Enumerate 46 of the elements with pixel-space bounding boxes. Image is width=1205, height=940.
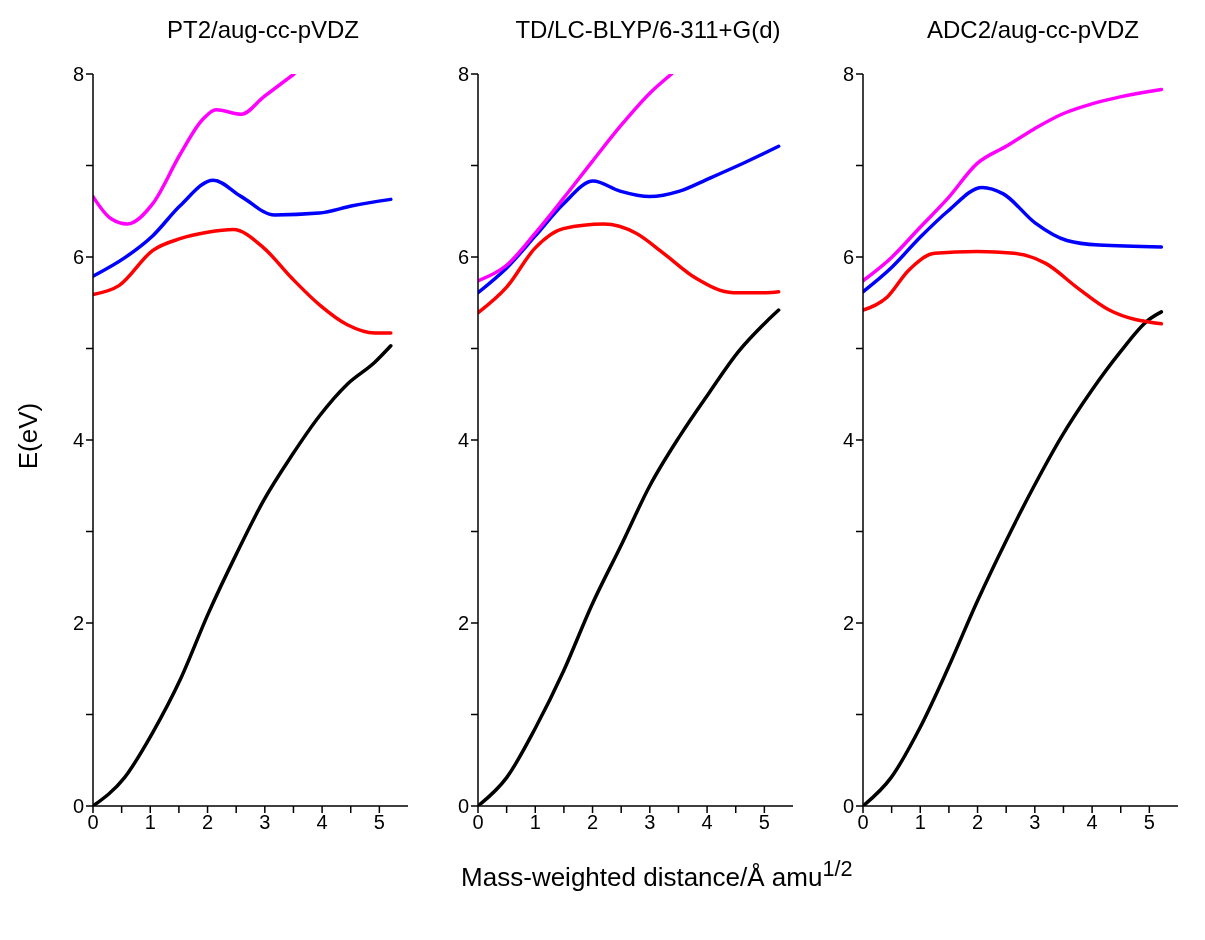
x-tick-label: 1	[914, 811, 926, 834]
line-series	[863, 249, 1164, 326]
x-tick-label: 5	[758, 811, 770, 834]
x-tick-label: 5	[1143, 811, 1155, 834]
line-series	[863, 87, 1164, 283]
x-tick-label: 3	[644, 811, 656, 834]
line-series	[93, 74, 296, 226]
y-tick-label: 2	[457, 612, 469, 635]
y-tick-label: 6	[457, 246, 469, 269]
x-tick-label: 4	[1086, 811, 1098, 834]
chart-title: PT2/aug-cc-pVDZ	[165, 16, 361, 45]
x-tick-label: 3	[259, 811, 271, 834]
line-series	[93, 227, 393, 335]
x-tick-label: 4	[316, 811, 328, 834]
x-tick-label: 2	[201, 811, 214, 834]
y-tick-label: 0	[457, 795, 469, 818]
y-tick-label: 2	[72, 612, 84, 635]
x-tick-label: 0	[857, 811, 869, 834]
line-series	[478, 222, 781, 315]
y-tick-label: 4	[457, 429, 469, 452]
x-tick-label: 0	[472, 811, 484, 834]
x-tick-label: 2	[971, 811, 984, 834]
y-tick-label: 0	[72, 795, 84, 818]
x-axis-title: Mass-weighted distance/Å amu$^{1/2}$	[461, 856, 853, 893]
chart-title: TD/LC-BLYP/6-311+G(d)	[514, 16, 782, 45]
x-tick-label: 2	[586, 811, 599, 834]
line-series	[863, 185, 1164, 294]
y-tick-label: 4	[72, 429, 84, 452]
x-tick-label: 4	[701, 811, 713, 834]
x-tick-label: 1	[529, 811, 541, 834]
x-tick-label: 0	[87, 811, 99, 834]
y-tick-label: 4	[842, 429, 854, 452]
line-series	[478, 74, 674, 283]
y-tick-label: 8	[457, 63, 469, 86]
y-tick-label: 6	[72, 246, 84, 269]
y-tick-label: 8	[72, 63, 84, 86]
y-tick-label: 8	[842, 63, 854, 86]
x-tick-label: 5	[373, 811, 385, 834]
y-tick-label: 2	[842, 612, 854, 635]
x-tick-label: 1	[144, 811, 156, 834]
y-axis-title: E(eV)	[12, 402, 44, 470]
y-tick-label: 0	[842, 795, 854, 818]
line-series	[93, 178, 393, 278]
y-tick-label: 6	[842, 246, 854, 269]
x-tick-label: 3	[1029, 811, 1041, 834]
chart-title: ADC2/aug-cc-pVDZ	[925, 16, 1141, 45]
